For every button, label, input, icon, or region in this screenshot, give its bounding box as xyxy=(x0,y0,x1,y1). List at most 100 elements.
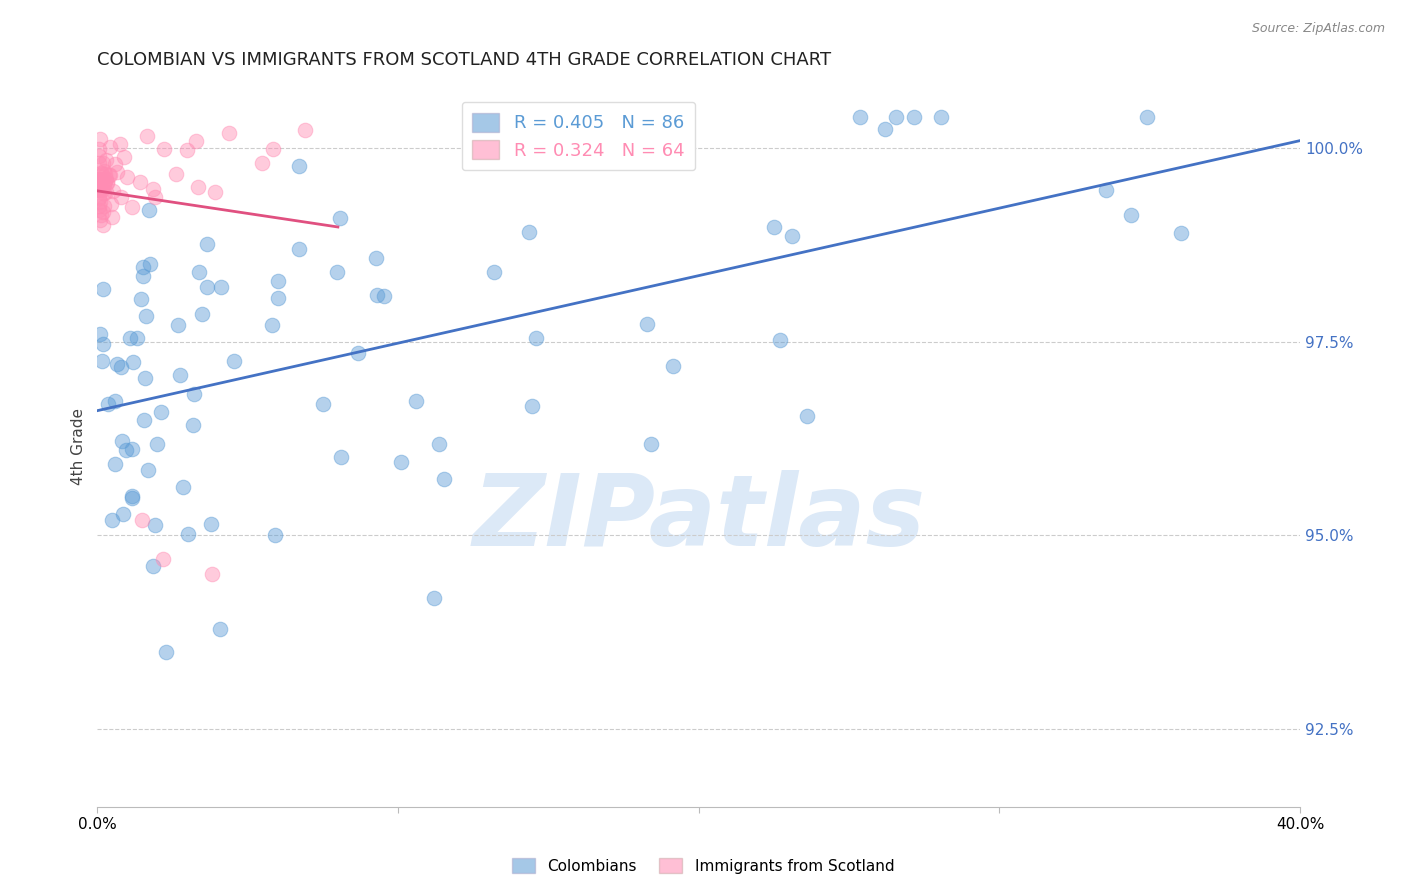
Point xyxy=(90,172,112,186)
Point xyxy=(287,242,309,256)
Point xyxy=(97,396,120,410)
Point xyxy=(127,331,149,345)
Point xyxy=(252,156,274,170)
Point xyxy=(155,645,177,659)
Point xyxy=(89,212,111,227)
Point xyxy=(131,260,153,275)
Point xyxy=(661,359,683,373)
Point xyxy=(129,175,152,189)
Point xyxy=(100,197,122,211)
Point xyxy=(94,185,117,199)
Point xyxy=(136,129,159,144)
Point xyxy=(117,169,139,184)
Point xyxy=(143,190,166,204)
Point xyxy=(347,345,370,359)
Point xyxy=(91,282,114,296)
Point xyxy=(98,140,121,154)
Point xyxy=(264,527,287,541)
Point xyxy=(122,355,145,369)
Point xyxy=(524,331,547,345)
Point xyxy=(1119,208,1142,222)
Point xyxy=(187,265,209,279)
Point xyxy=(91,205,114,219)
Point xyxy=(93,178,115,192)
Point xyxy=(89,326,111,341)
Point xyxy=(94,174,117,188)
Point xyxy=(138,256,160,270)
Point xyxy=(329,211,352,225)
Point xyxy=(288,159,311,173)
Point xyxy=(87,156,110,170)
Point xyxy=(522,399,544,413)
Point xyxy=(636,318,658,332)
Text: COLOMBIAN VS IMMIGRANTS FROM SCOTLAND 4TH GRADE CORRELATION CHART: COLOMBIAN VS IMMIGRANTS FROM SCOTLAND 4T… xyxy=(97,51,831,69)
Point xyxy=(91,155,114,169)
Point xyxy=(903,110,925,124)
Point xyxy=(195,280,218,294)
Point xyxy=(134,370,156,384)
Point xyxy=(183,387,205,401)
Point xyxy=(114,442,136,457)
Point xyxy=(209,279,232,293)
Point xyxy=(112,150,135,164)
Point xyxy=(90,184,112,198)
Point xyxy=(108,137,131,152)
Point xyxy=(224,353,246,368)
Point xyxy=(94,172,117,186)
Point xyxy=(98,168,121,182)
Point xyxy=(482,265,505,279)
Point xyxy=(432,472,454,486)
Point xyxy=(330,450,353,465)
Point xyxy=(87,183,110,197)
Point xyxy=(796,409,818,423)
Point xyxy=(769,333,792,347)
Point xyxy=(138,202,160,217)
Point xyxy=(929,110,952,124)
Point xyxy=(87,175,110,189)
Point xyxy=(184,134,207,148)
Point xyxy=(101,185,124,199)
Text: ZIPatlas: ZIPatlas xyxy=(472,470,925,567)
Point xyxy=(366,251,388,265)
Point xyxy=(101,513,124,527)
Point xyxy=(405,394,427,409)
Point xyxy=(87,199,110,213)
Point xyxy=(91,354,114,368)
Point xyxy=(90,165,112,179)
Point xyxy=(517,225,540,239)
Point xyxy=(94,167,117,181)
Point xyxy=(121,491,143,506)
Point xyxy=(153,142,176,156)
Point xyxy=(763,219,786,234)
Point xyxy=(423,591,446,605)
Point xyxy=(326,264,349,278)
Point xyxy=(105,165,128,179)
Point xyxy=(131,269,153,284)
Point xyxy=(98,168,121,182)
Text: Source: ZipAtlas.com: Source: ZipAtlas.com xyxy=(1251,22,1385,36)
Point xyxy=(169,368,191,383)
Point xyxy=(96,153,118,167)
Point xyxy=(150,404,173,418)
Point xyxy=(110,190,132,204)
Point xyxy=(87,149,110,163)
Point xyxy=(262,318,284,332)
Point xyxy=(176,143,198,157)
Point xyxy=(200,516,222,531)
Point xyxy=(111,434,134,449)
Legend: Colombians, Immigrants from Scotland: Colombians, Immigrants from Scotland xyxy=(506,852,900,880)
Point xyxy=(87,142,110,156)
Point xyxy=(93,186,115,200)
Point xyxy=(103,393,125,408)
Point xyxy=(1095,183,1118,197)
Point xyxy=(204,186,226,200)
Point xyxy=(100,210,122,224)
Point xyxy=(187,180,209,194)
Point xyxy=(165,168,187,182)
Point xyxy=(87,183,110,197)
Point xyxy=(849,110,872,124)
Point xyxy=(312,396,335,410)
Point xyxy=(111,508,134,522)
Point xyxy=(87,172,110,186)
Point xyxy=(121,200,143,214)
